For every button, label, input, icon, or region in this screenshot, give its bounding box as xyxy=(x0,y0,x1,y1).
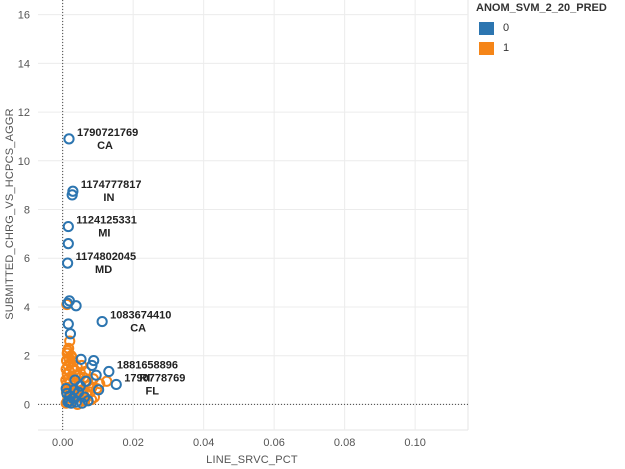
axis-ticks: 0 2 4 6 8 10 12 14 16 0.00 0.02 0.04 0.06 0.08 0.10 xyxy=(18,10,426,449)
legend-swatch-1 xyxy=(479,41,494,55)
annotation-id-label: 1124125331 xyxy=(76,215,137,227)
scatter-point-series-0 xyxy=(62,220,74,233)
y-tick-label: 12 xyxy=(18,107,30,119)
series-0-marks xyxy=(60,133,122,409)
scatter-point-series-0 xyxy=(66,189,78,201)
annotation-id-label: 1790778769 xyxy=(124,372,185,384)
scatter-point-series-0 xyxy=(65,397,77,409)
legend-title: ANOM_SVM_2_20_PRED xyxy=(476,2,607,14)
scatter-point-series-0 xyxy=(96,315,108,328)
annotation-state-label: RI xyxy=(139,373,150,385)
legend-label-0: 0 xyxy=(503,22,510,34)
legend-swatch-0 xyxy=(479,21,494,35)
x-tick-label: 0.06 xyxy=(263,437,284,449)
y-tick-label: 8 xyxy=(24,205,30,217)
annotation-id-label: 1790721769 xyxy=(77,127,138,139)
annotation-id-label: 1881658896 xyxy=(117,360,178,372)
scatter-point-series-0 xyxy=(63,395,75,407)
x-tick-label: 0.02 xyxy=(122,437,143,449)
y-tick-label: 0 xyxy=(24,399,30,411)
scatter-point-series-1 xyxy=(62,345,74,357)
scatter-point-series-0 xyxy=(69,374,81,386)
legend-item-0[interactable]: 0 xyxy=(476,18,624,38)
scatter-point-series-0 xyxy=(72,386,85,398)
y-tick-label: 4 xyxy=(24,302,30,314)
scatter-point-series-0 xyxy=(62,238,74,250)
annotation-state-label: CA xyxy=(130,323,146,335)
y-tick-label: 6 xyxy=(24,253,30,265)
annotation-id-label: 1174802045 xyxy=(76,251,137,263)
annotation-state-label: FL xyxy=(146,385,160,397)
y-tick-label: 10 xyxy=(18,156,30,168)
annotation-state-label: IN xyxy=(103,192,114,204)
y-tick-label: 2 xyxy=(24,351,30,363)
scatter-point-series-0 xyxy=(60,382,72,395)
x-tick-label: 0.04 xyxy=(193,437,214,449)
y-tick-label: 14 xyxy=(18,58,30,70)
x-axis-label: LINE_SRVC_PCT xyxy=(206,454,298,466)
scatter-point-series-1 xyxy=(76,359,88,372)
scatter-point-series-0 xyxy=(86,359,98,372)
scatter-point-series-0 xyxy=(63,133,75,145)
scatter-point-series-0 xyxy=(75,353,87,365)
legend-item-1[interactable]: 1 xyxy=(476,38,624,58)
y-tick-label: 16 xyxy=(18,10,30,22)
scatter-point-series-0 xyxy=(76,397,88,409)
annotations: 1790721769CA1174777817IN1124125331MI1174… xyxy=(76,127,186,398)
annotation-state-label: CA xyxy=(97,140,113,152)
scatter-point-series-0 xyxy=(64,328,77,340)
x-tick-label: 0.10 xyxy=(404,437,425,449)
scatter-point-series-0 xyxy=(110,378,122,391)
annotation-state-label: MD xyxy=(95,264,112,276)
scatter-point-series-0 xyxy=(103,365,115,378)
scatter-point-series-0 xyxy=(62,257,74,269)
scatter-point-series-0 xyxy=(88,354,100,367)
y-axis-label: SUBMITTED_CHRG_VS_HCPCS_AGGR xyxy=(4,108,16,320)
series-1-marks xyxy=(60,298,113,411)
annotation-state-label: MI xyxy=(98,228,110,240)
legend: ANOM_SVM_2_20_PRED 0 1 xyxy=(476,2,624,58)
legend-label-1: 1 xyxy=(503,42,510,54)
x-tick-label: 0.00 xyxy=(52,437,73,449)
annotation-id-label: 1083674410 xyxy=(110,310,171,322)
grid xyxy=(38,0,469,431)
scatter-point-series-0 xyxy=(62,297,74,309)
scatter-point-series-0 xyxy=(93,384,105,396)
annotation-id-label: 1174777817 xyxy=(81,179,142,191)
scatter-point-series-0 xyxy=(82,395,94,407)
x-tick-label: 0.08 xyxy=(334,437,355,449)
scatter-point-series-0 xyxy=(90,369,102,381)
